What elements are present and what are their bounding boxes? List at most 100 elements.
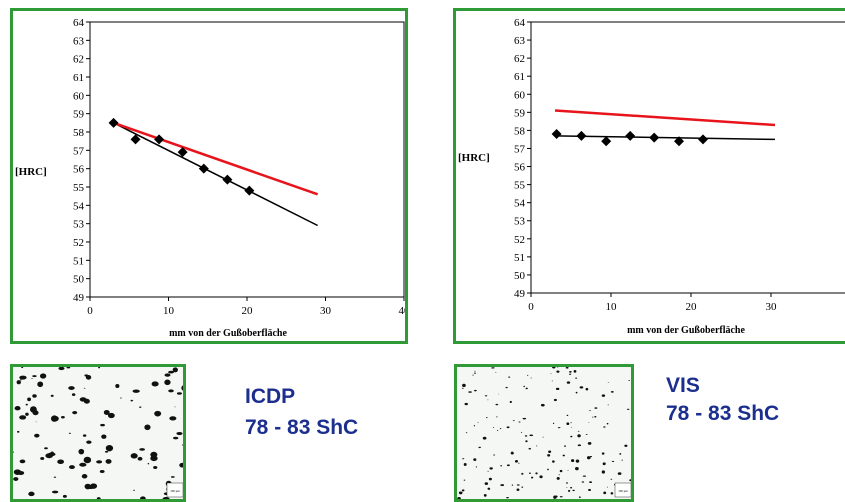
scale-label: 200 µm bbox=[618, 489, 628, 493]
graphite-particle bbox=[473, 372, 477, 374]
graphite-particle bbox=[14, 406, 21, 411]
chart: 4950515253545556575859606162636401020304… bbox=[458, 17, 845, 336]
data-point bbox=[698, 134, 708, 145]
y-tick-label: 57 bbox=[73, 145, 85, 157]
graphite-particle bbox=[120, 397, 122, 399]
panel-title: ICDP bbox=[245, 385, 296, 408]
graphite-particle bbox=[536, 445, 538, 447]
graphite-particle bbox=[28, 491, 35, 497]
x-axis-label: mm von der Gußoberfläche bbox=[169, 328, 287, 339]
y-tick-label: 51 bbox=[73, 255, 84, 267]
y-tick-label: 49 bbox=[514, 288, 526, 300]
graphite-particle bbox=[557, 427, 561, 429]
graphite-particle bbox=[101, 434, 107, 439]
y-tick-label: 59 bbox=[514, 107, 526, 119]
graphite-particle bbox=[174, 406, 176, 408]
graphite-particle bbox=[13, 477, 19, 482]
graphite-particle bbox=[559, 469, 563, 473]
graphite-particle bbox=[169, 416, 177, 421]
graphite-particle bbox=[509, 400, 512, 404]
graphite-particle bbox=[133, 489, 136, 491]
graphite-particle bbox=[570, 435, 573, 438]
y-tick-label: 50 bbox=[514, 270, 526, 282]
graphite-particle bbox=[524, 435, 528, 437]
graphite-particle bbox=[539, 475, 543, 479]
x-tick-label: 20 bbox=[686, 301, 698, 313]
graphite-particle bbox=[512, 420, 515, 422]
micrograph: 200 µm bbox=[454, 364, 634, 502]
y-tick-label: 55 bbox=[73, 182, 85, 194]
scale-box bbox=[166, 482, 183, 498]
graphite-particle bbox=[50, 451, 54, 454]
data-point bbox=[198, 163, 209, 174]
graphite-particle bbox=[594, 407, 598, 409]
graphite-particle bbox=[96, 460, 103, 464]
graphite-particle bbox=[40, 456, 45, 460]
graphite-particle bbox=[497, 429, 499, 431]
graphite-particle bbox=[84, 483, 92, 490]
graphite-particle bbox=[552, 422, 555, 424]
graphite-particle bbox=[170, 476, 175, 478]
graphite-particle bbox=[181, 385, 183, 391]
graphite-particle bbox=[495, 403, 499, 406]
graphite-particle bbox=[631, 468, 633, 470]
graphite-particle bbox=[457, 497, 461, 499]
graphite-particle bbox=[487, 470, 489, 472]
graphite-particle bbox=[154, 410, 162, 417]
graphite-particle bbox=[164, 379, 171, 386]
graphite-particle bbox=[16, 380, 21, 385]
graphite-particle bbox=[581, 481, 585, 483]
x-tick-label: 40 bbox=[399, 305, 409, 317]
graphite-particle bbox=[83, 387, 86, 389]
graphite-particle bbox=[462, 383, 466, 388]
graphite-particle bbox=[617, 472, 622, 475]
graphite-particle bbox=[168, 389, 174, 393]
series-line bbox=[554, 135, 776, 141]
graphite-particle bbox=[589, 481, 593, 484]
graphite-particle bbox=[511, 484, 514, 486]
graphite-particle bbox=[168, 370, 175, 374]
graphite-particle bbox=[527, 374, 529, 376]
graphite-particle bbox=[86, 440, 92, 444]
graphite-particle bbox=[586, 456, 591, 460]
graphite-particle bbox=[151, 381, 159, 387]
graphite-particle bbox=[585, 387, 589, 391]
graphite-particle bbox=[514, 459, 519, 463]
graphite-particle bbox=[487, 399, 489, 401]
graphite-particle bbox=[550, 373, 552, 375]
graphite-particle bbox=[71, 393, 76, 396]
graphite-particle bbox=[556, 370, 560, 373]
x-tick-label: 10 bbox=[163, 305, 175, 317]
graphite-particle bbox=[601, 394, 606, 397]
graphite-particle bbox=[525, 387, 528, 390]
graphite-particle bbox=[589, 455, 593, 458]
graphite-particle bbox=[139, 448, 145, 451]
plot-area bbox=[89, 21, 405, 298]
graphite-particle bbox=[164, 373, 171, 377]
graphite-particle bbox=[588, 488, 591, 491]
y-tick-label: 58 bbox=[514, 125, 526, 137]
graphite-particle bbox=[472, 374, 474, 376]
graphite-particle bbox=[21, 367, 24, 369]
graphite-particle bbox=[62, 494, 67, 498]
y-tick-label: 59 bbox=[73, 109, 85, 121]
micrograph-image: 200 µm bbox=[13, 367, 183, 499]
graphite-particle bbox=[542, 436, 544, 438]
graphite-particle bbox=[535, 472, 538, 475]
graphite-particle bbox=[531, 476, 534, 479]
graphite-particle bbox=[572, 489, 575, 492]
graphite-particle bbox=[487, 487, 491, 490]
graphite-particle bbox=[45, 453, 53, 459]
graphite-particle bbox=[569, 370, 572, 373]
graphite-particle bbox=[577, 444, 582, 447]
graphite-particle bbox=[520, 431, 523, 433]
graphite-particle bbox=[153, 465, 158, 469]
y-tick-label: 50 bbox=[73, 274, 85, 286]
graphite-particle bbox=[607, 382, 609, 383]
x-tick-label: 20 bbox=[242, 305, 254, 317]
data-point bbox=[576, 130, 587, 141]
graphite-particle bbox=[58, 367, 65, 371]
graphite-particle bbox=[51, 490, 59, 494]
